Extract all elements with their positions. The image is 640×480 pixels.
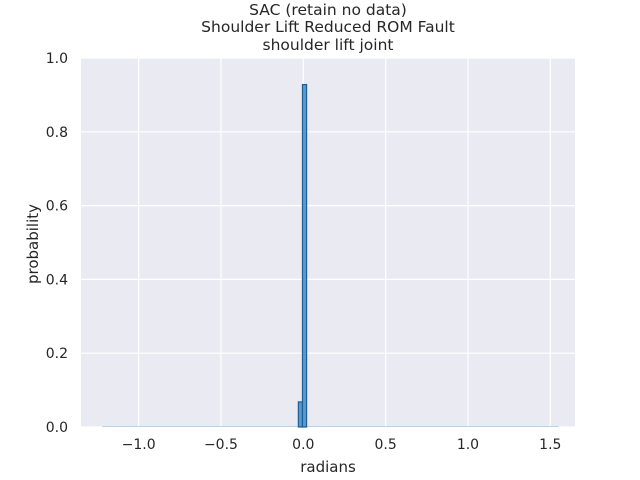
x-tick-label: 1.0 <box>457 437 479 453</box>
y-axis-label: probability <box>24 204 42 284</box>
x-tick-label: 0.0 <box>292 437 314 453</box>
x-axis-label: radians <box>300 458 356 476</box>
y-tick-label: 0.0 <box>46 420 68 436</box>
y-tick-label: 0.8 <box>46 125 68 141</box>
y-tick-label: 0.2 <box>46 346 68 362</box>
chart-title: SAC (retain no data) Shoulder Lift Reduc… <box>201 1 455 54</box>
y-tick-label: 1.0 <box>46 51 68 67</box>
y-tick-label: 0.4 <box>46 272 68 288</box>
histogram-bar <box>297 401 304 428</box>
x-axis-ticks: −1.0 −0.5 0.0 0.5 1.0 1.5 <box>122 437 562 453</box>
chart-title-line-1: SAC (retain no data) <box>249 1 407 19</box>
x-tick-label: 0.5 <box>375 437 397 453</box>
y-tick-label: 0.6 <box>46 199 68 215</box>
x-tick-label: 1.5 <box>539 437 561 453</box>
chart-title-line-3: shoulder lift joint <box>263 36 394 54</box>
chart-title-line-2: Shoulder Lift Reduced ROM Fault <box>201 18 455 36</box>
histogram-bar <box>301 83 308 428</box>
plot-area <box>81 58 575 427</box>
y-axis-ticks: 0.0 0.2 0.4 0.6 0.8 1.0 <box>46 51 68 436</box>
histogram-bars <box>102 83 559 428</box>
x-tick-label: −0.5 <box>204 437 238 453</box>
x-tick-label: −1.0 <box>122 437 156 453</box>
